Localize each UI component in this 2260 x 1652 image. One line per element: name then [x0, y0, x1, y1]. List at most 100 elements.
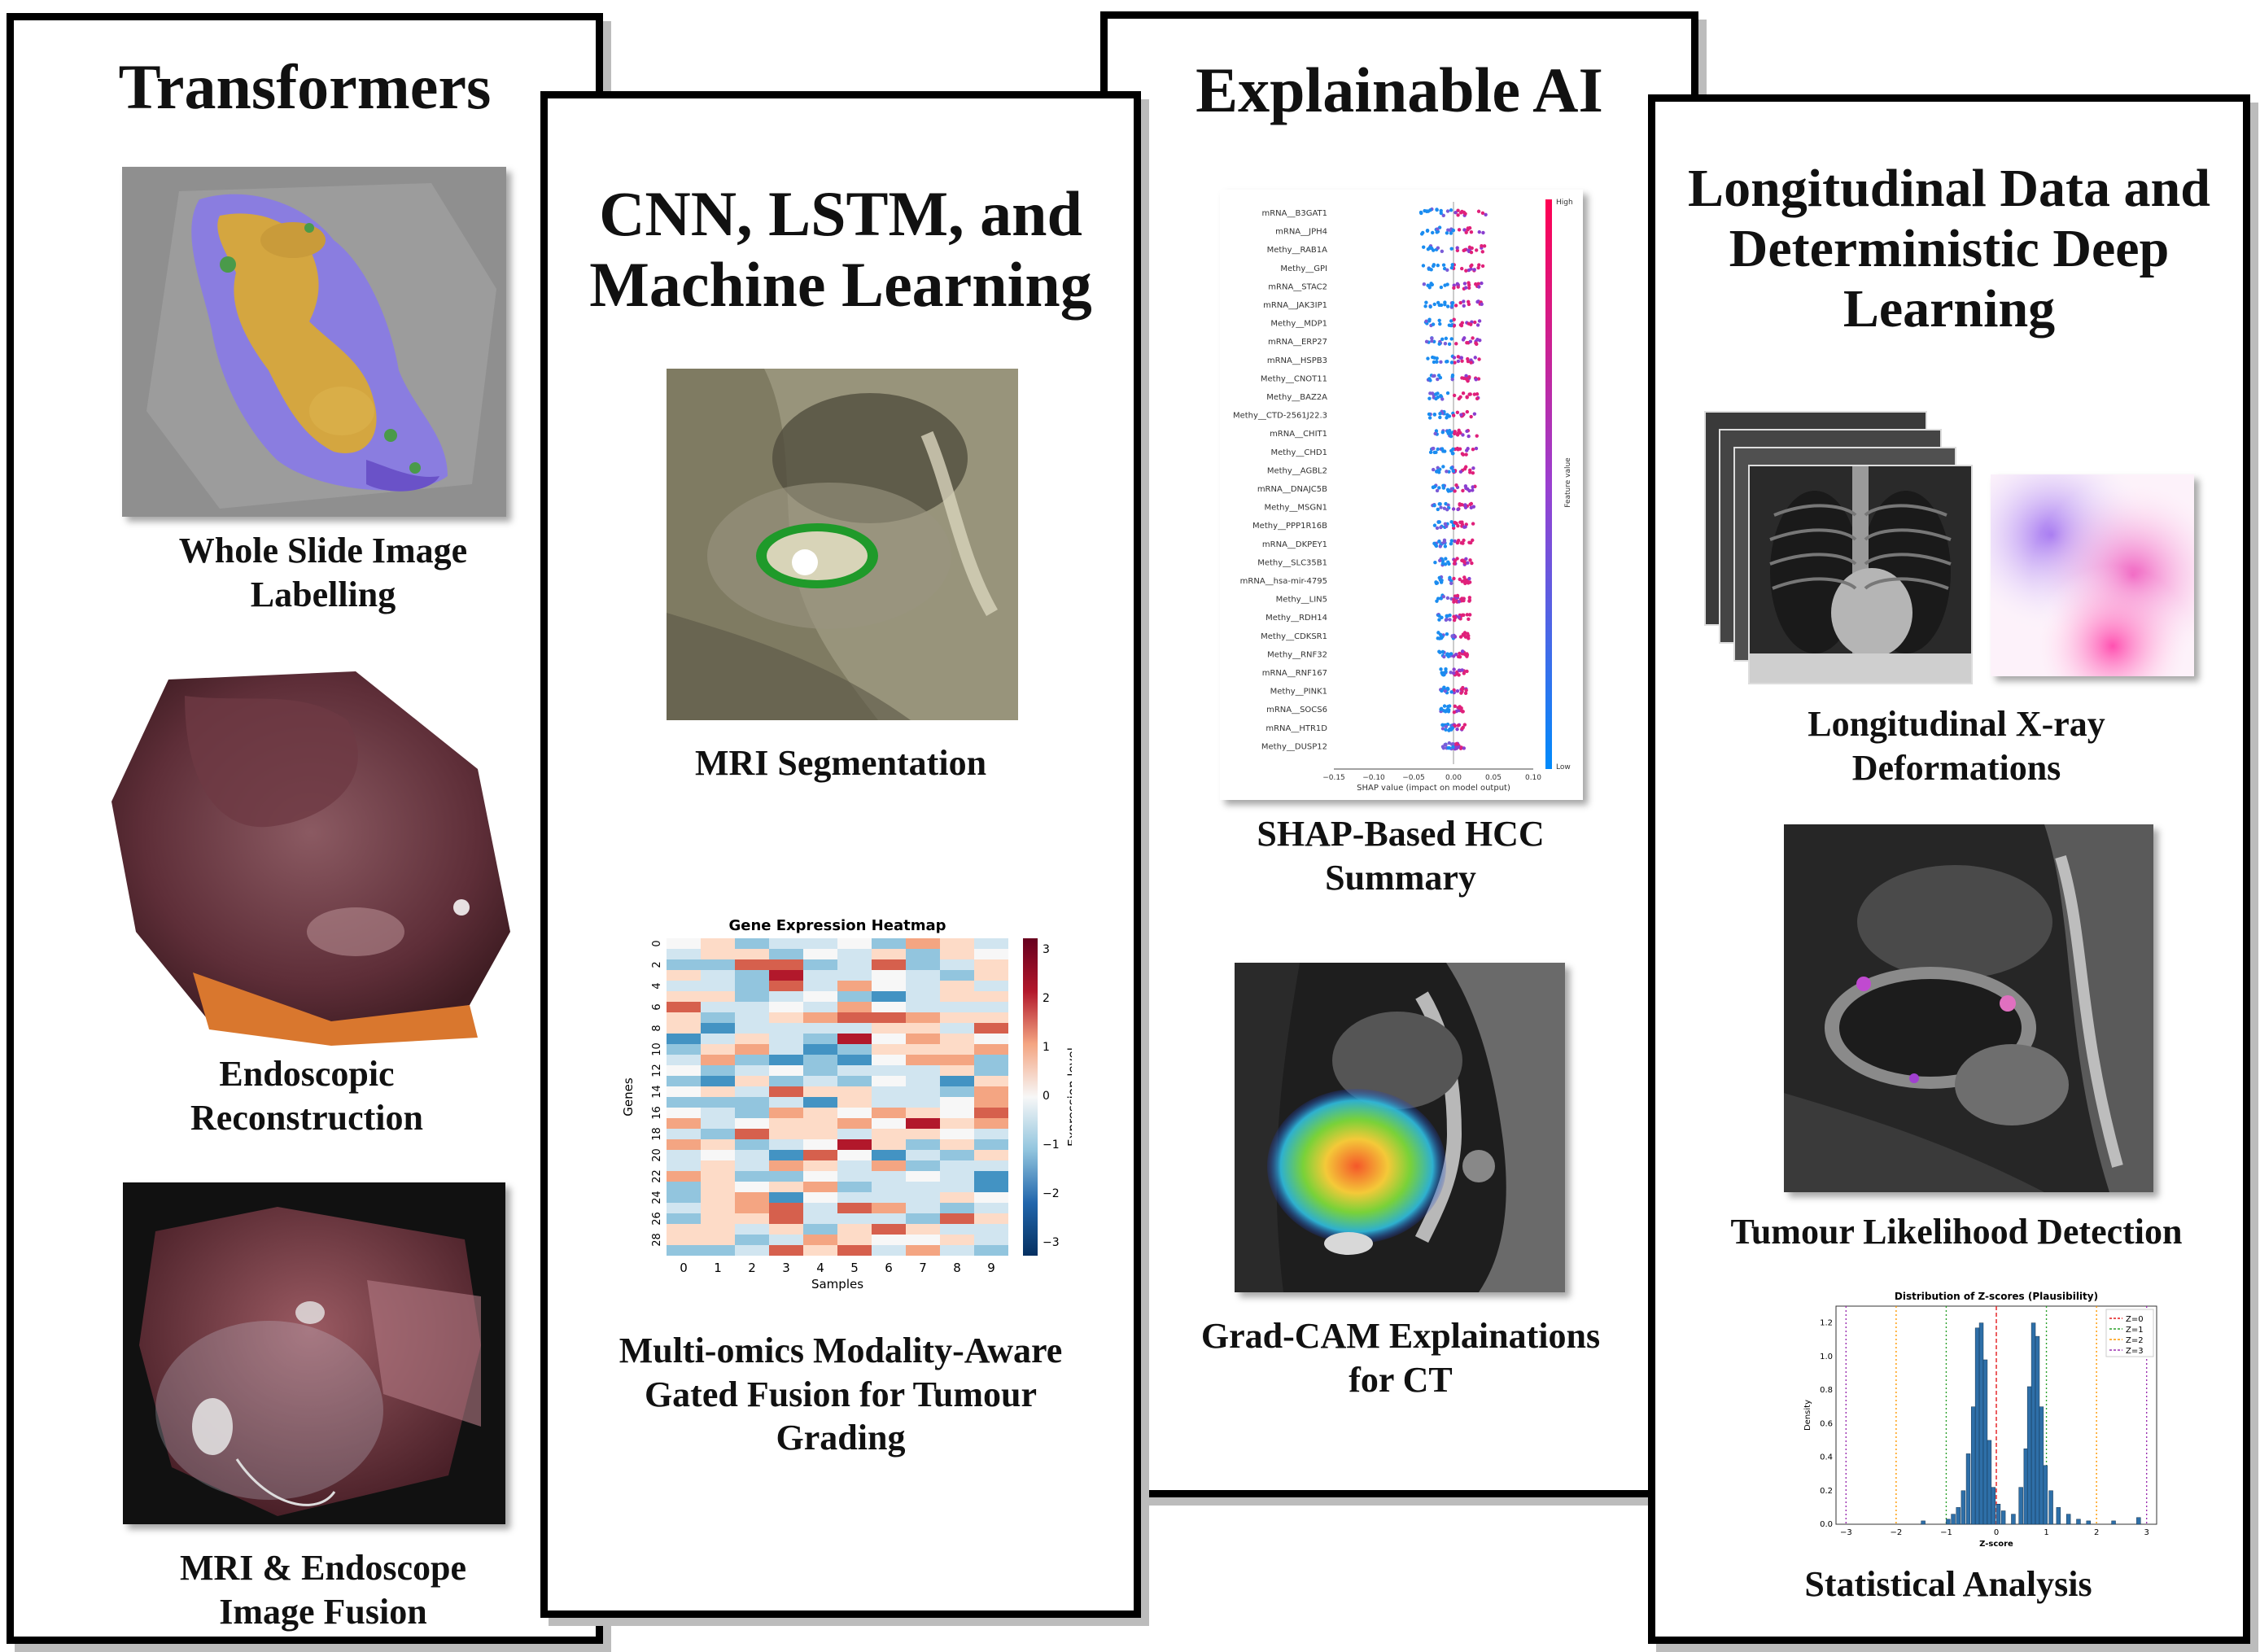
shap-point	[1469, 229, 1474, 234]
shap-point	[1444, 557, 1448, 561]
heatmap-cell	[940, 1245, 974, 1256]
heatmap-y-tick: 2	[651, 961, 663, 968]
shap-feature-label: mRNA__JPH4	[1275, 228, 1327, 237]
shap-point	[1445, 209, 1450, 213]
heatmap-cell	[940, 1086, 974, 1097]
shap-point	[1456, 213, 1460, 217]
shap-feature-label: mRNA__SOCS6	[1266, 706, 1327, 715]
shap-point	[1458, 577, 1462, 582]
shap-point	[1452, 393, 1457, 398]
shap-point	[1462, 282, 1467, 286]
shap-point	[1432, 263, 1436, 267]
shap-point	[1462, 746, 1467, 750]
heatmap-cell	[940, 970, 974, 981]
shap-point	[1433, 431, 1437, 436]
shap-feature-label: Methy__SLC35B1	[1257, 558, 1327, 567]
heatmap-cell	[974, 1012, 1008, 1023]
shap-feature-points	[1426, 354, 1481, 365]
heatmap-cell	[769, 1213, 803, 1224]
shap-point	[1449, 361, 1454, 365]
heatmap-cell	[906, 1055, 940, 1065]
heatmap-cell	[701, 1171, 735, 1182]
shap-point	[1455, 410, 1460, 414]
heatmap-colorbar	[1023, 938, 1038, 1256]
zscore-bar	[1978, 1322, 1984, 1525]
heatmap-cell	[769, 1012, 803, 1023]
shap-feature-points	[1439, 666, 1469, 677]
shap-point	[1436, 246, 1440, 250]
heatmap-cell	[667, 1076, 701, 1086]
shap-point	[1445, 231, 1449, 235]
heatmap-cell	[906, 1108, 940, 1118]
shap-point	[1427, 319, 1432, 323]
heatmap-cell	[803, 1224, 837, 1235]
heatmap-cell	[837, 1002, 872, 1012]
shap-point	[1450, 374, 1455, 378]
shap-point	[1431, 467, 1436, 472]
shap-point	[1467, 617, 1471, 621]
shap-point	[1449, 579, 1453, 583]
heatmap-cell	[735, 1150, 769, 1160]
shap-point	[1437, 649, 1441, 653]
heatmap-cell	[769, 1108, 803, 1118]
shap-point	[1475, 434, 1479, 438]
heatmap-cell	[701, 1086, 735, 1097]
shap-point	[1437, 342, 1441, 346]
shap-point	[1475, 323, 1480, 327]
heatmap-cell	[769, 1150, 803, 1160]
heatmap-cell	[837, 1139, 872, 1150]
heatmap-cell	[701, 1076, 735, 1086]
heatmap-cell	[906, 1023, 940, 1034]
shap-point	[1468, 468, 1472, 472]
heatmap-cell	[769, 1002, 803, 1012]
shap-point	[1467, 321, 1471, 326]
heatmap-y-tick: 20	[651, 1148, 663, 1162]
mri-segmentation-image	[667, 369, 1018, 720]
caption-whole-slide-image: Whole Slide Image Labelling	[178, 531, 468, 614]
shap-point	[1430, 391, 1435, 396]
shap-point	[1436, 465, 1440, 470]
heatmap-cell	[837, 1118, 872, 1129]
heatmap-cell	[735, 1224, 769, 1235]
shap-point	[1454, 652, 1458, 657]
heatmap-title: Gene Expression Heatmap	[728, 917, 946, 934]
zscore-bar	[1987, 1440, 1992, 1525]
shap-colorbar-label: Feature value	[1564, 457, 1572, 508]
shap-feature-points	[1439, 704, 1465, 715]
shap-point	[1452, 562, 1457, 566]
shap-point	[1462, 466, 1467, 471]
mri-endoscope-fusion-image	[123, 1182, 505, 1524]
heatmap-cell	[872, 991, 906, 1002]
heatmap-cell	[667, 1034, 701, 1044]
heatmap-cell	[803, 1235, 837, 1245]
heatmap-cell	[735, 1160, 769, 1171]
shap-point	[1440, 635, 1445, 639]
heatmap-cell	[701, 1065, 735, 1076]
shap-point	[1444, 728, 1448, 732]
shap-point	[1459, 687, 1464, 692]
panel-transformers: Transformers Whole Slide Image Labelling	[7, 13, 603, 1644]
zscore-bar	[1951, 1514, 1956, 1525]
shap-point	[1445, 524, 1449, 529]
caption-gradcam-ct: Grad-CAM Explainations for CT	[1200, 1316, 1601, 1400]
shap-feature-label: mRNA__STAC2	[1268, 282, 1327, 291]
heatmap-cell	[667, 1055, 701, 1065]
heatmap-cell	[906, 1065, 940, 1076]
heatmap-cell	[872, 1192, 906, 1203]
shap-point	[1437, 486, 1441, 490]
zscore-x-tick: −1	[1940, 1528, 1952, 1537]
heatmap-cell	[906, 1034, 940, 1044]
shap-point	[1440, 337, 1445, 342]
zscore-bar	[2111, 1520, 2116, 1525]
shap-point	[1467, 613, 1472, 617]
shap-point	[1419, 211, 1423, 216]
shap-point	[1444, 666, 1448, 671]
shap-point	[1464, 374, 1468, 378]
shap-point	[1462, 299, 1466, 304]
shap-x-tick: 0.10	[1525, 774, 1541, 782]
shap-feature-label: mRNA__RNF167	[1262, 669, 1327, 678]
shap-point	[1438, 502, 1442, 506]
shap-point	[1452, 688, 1456, 693]
heatmap-cell	[872, 1065, 906, 1076]
shap-point	[1463, 286, 1468, 290]
